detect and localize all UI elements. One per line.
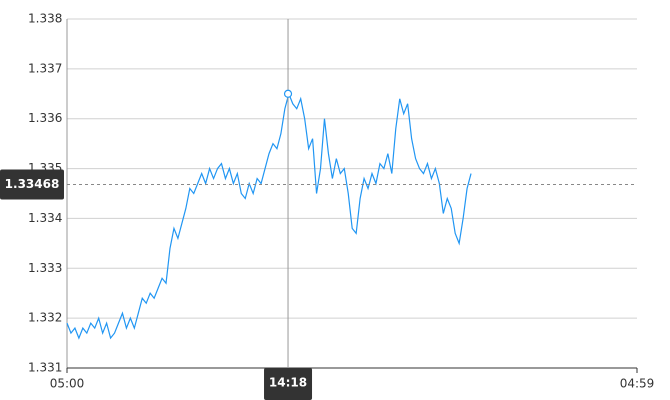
y-tick-label: 1.331	[28, 361, 62, 375]
x-tick-label: 04:59	[620, 377, 655, 391]
hover-point	[283, 89, 293, 98]
crosshair-x-label: 14:18	[269, 376, 307, 390]
y-tick-label: 1.337	[28, 61, 62, 75]
y-tick-label: 1.333	[28, 261, 62, 275]
crosshair-y-label: 1.33468	[5, 177, 60, 191]
price-line	[66, 91, 472, 340]
y-tick-label: 1.334	[28, 211, 62, 225]
crosshair-x-label-box	[264, 368, 313, 400]
y-tick-label: 1.336	[28, 111, 62, 125]
y-tick-label: 1.332	[28, 311, 62, 325]
y-tick-label: 1.338	[28, 12, 62, 26]
crosshair-y-label-box	[0, 169, 64, 200]
x-tick-label: 05:00	[50, 377, 85, 391]
